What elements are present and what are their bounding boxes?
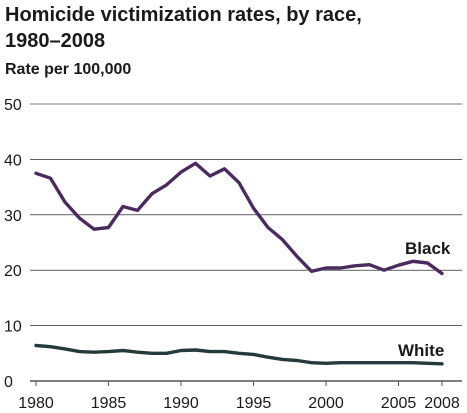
x-tick-label-1995: 1995 <box>236 395 272 412</box>
series-label-white: White <box>398 341 444 360</box>
y-tick-label-20: 20 <box>4 263 22 280</box>
chart-title-line1: Homicide victimization rates, by race, <box>5 4 362 26</box>
y-tick-label-50: 50 <box>4 97 22 114</box>
x-tick-labels: 1980 1985 1990 1995 2000 2005 2008 <box>18 381 460 412</box>
y-tick-label-10: 10 <box>4 319 22 336</box>
series-label-black: Black <box>405 239 451 258</box>
y-tick-label-30: 30 <box>4 208 22 225</box>
x-tick-label-1980: 1980 <box>18 395 54 412</box>
chart-title-line2: 1980–2008 <box>5 30 106 52</box>
gridlines <box>30 103 462 382</box>
x-tick-label-1990: 1990 <box>163 395 199 412</box>
chart-title: Homicide victimization rates, by race, 1… <box>5 2 362 54</box>
x-tick-label-1985: 1985 <box>91 395 127 412</box>
y-tick-label-40: 40 <box>4 152 22 169</box>
y-tick-label-0: 0 <box>4 374 13 391</box>
y-axis-label: Rate per 100,000 <box>5 61 132 78</box>
x-tick-label-2005: 2005 <box>381 395 417 412</box>
x-tick-label-2000: 2000 <box>308 395 344 412</box>
series-line-black <box>34 161 444 276</box>
series-line-white <box>34 343 444 366</box>
series-labels: Black White <box>398 239 451 360</box>
series-lines <box>34 161 444 366</box>
y-tick-labels: 0 10 20 30 40 50 <box>4 97 22 391</box>
x-tick-label-2008: 2008 <box>424 395 460 412</box>
